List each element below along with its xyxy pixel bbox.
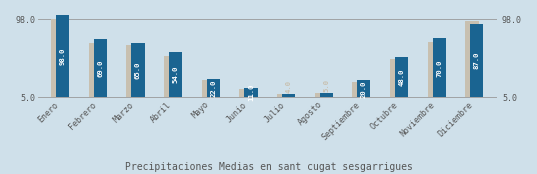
Bar: [89, 43, 103, 97]
Text: 22.0: 22.0: [211, 79, 216, 97]
Bar: [207, 79, 220, 97]
Text: 20.0: 20.0: [361, 80, 367, 98]
Text: 11.0: 11.0: [248, 84, 254, 101]
Text: 48.0: 48.0: [398, 68, 404, 86]
Bar: [132, 43, 144, 97]
Text: 54.0: 54.0: [172, 66, 179, 83]
Bar: [433, 38, 446, 97]
Text: 87.0: 87.0: [474, 52, 480, 69]
Bar: [169, 52, 182, 97]
Text: 65.0: 65.0: [135, 61, 141, 79]
Bar: [51, 19, 65, 97]
Bar: [164, 56, 178, 97]
Bar: [202, 80, 215, 97]
Bar: [395, 57, 408, 97]
Bar: [390, 60, 404, 97]
Text: 5.0: 5.0: [323, 79, 329, 92]
Bar: [56, 15, 69, 97]
Bar: [282, 94, 295, 97]
Bar: [357, 80, 371, 97]
Bar: [352, 82, 366, 97]
Bar: [277, 94, 291, 97]
Bar: [126, 45, 140, 97]
Bar: [240, 89, 253, 97]
Bar: [244, 88, 258, 97]
Text: Precipitaciones Medias en sant cugat sesgarrigues: Precipitaciones Medias en sant cugat ses…: [125, 162, 412, 172]
Text: 4.0: 4.0: [286, 80, 292, 93]
Bar: [470, 24, 483, 97]
Bar: [466, 21, 479, 97]
Text: 70.0: 70.0: [436, 59, 442, 77]
Text: 98.0: 98.0: [60, 47, 66, 65]
Bar: [427, 42, 441, 97]
Bar: [315, 93, 329, 97]
Bar: [94, 39, 107, 97]
Bar: [320, 93, 333, 97]
Text: 69.0: 69.0: [97, 60, 103, 77]
